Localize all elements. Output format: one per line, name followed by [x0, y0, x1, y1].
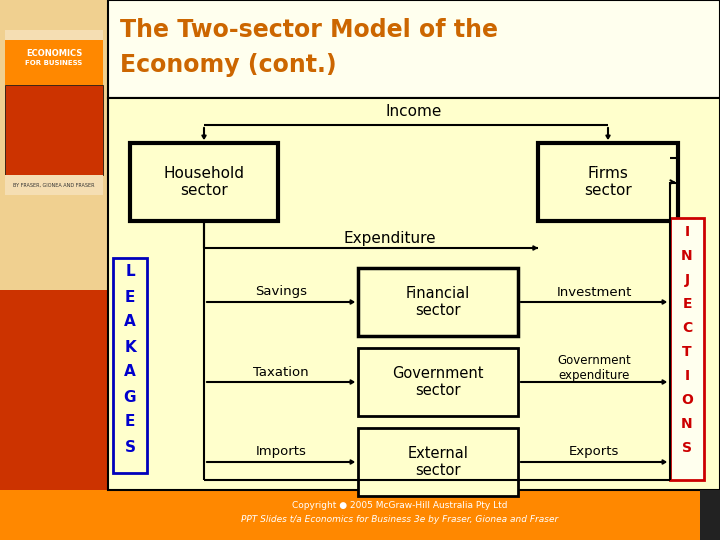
Text: Exports: Exports	[569, 446, 619, 458]
Text: K: K	[124, 340, 136, 354]
Text: Economy (cont.): Economy (cont.)	[120, 53, 337, 77]
Text: PPT Slides t/a Economics for Business 3e by Fraser, Gionea and Fraser: PPT Slides t/a Economics for Business 3e…	[241, 516, 559, 524]
Text: External
sector: External sector	[408, 446, 469, 478]
Bar	[538, 143, 678, 221]
Text: J: J	[685, 273, 690, 287]
Text: Copyright ● 2005 McGraw-Hill Australia Pty Ltd: Copyright ● 2005 McGraw-Hill Australia P…	[292, 501, 508, 510]
Text: G: G	[124, 389, 136, 404]
Text: I: I	[685, 225, 690, 239]
Text: BY FRASER, GIONEA AND FRASER: BY FRASER, GIONEA AND FRASER	[13, 183, 95, 187]
Text: Government
sector: Government sector	[392, 366, 484, 398]
Bar	[0, 0, 108, 290]
Text: Income: Income	[386, 105, 442, 119]
Text: N: N	[681, 417, 693, 431]
Text: T: T	[682, 345, 692, 359]
Bar	[108, 98, 720, 490]
Bar	[358, 268, 518, 336]
Text: Imports: Imports	[256, 446, 307, 458]
Text: E: E	[683, 297, 692, 311]
Bar	[130, 143, 278, 221]
Text: E: E	[125, 289, 135, 305]
Bar	[670, 218, 704, 480]
Bar	[5, 175, 103, 195]
Text: O: O	[681, 393, 693, 407]
Text: FOR BUSINESS: FOR BUSINESS	[25, 60, 83, 66]
Text: Savings: Savings	[255, 286, 307, 299]
Text: I: I	[685, 369, 690, 383]
Text: L: L	[125, 265, 135, 280]
Bar	[5, 85, 103, 175]
Bar	[108, 0, 720, 98]
Bar	[700, 490, 720, 540]
Text: Firms
sector: Firms sector	[584, 166, 632, 198]
Text: The Two-sector Model of the: The Two-sector Model of the	[120, 18, 498, 42]
Text: A: A	[124, 314, 136, 329]
Text: N: N	[681, 249, 693, 263]
Text: ECONOMICS: ECONOMICS	[26, 49, 82, 57]
Text: Expenditure: Expenditure	[343, 231, 436, 246]
Text: Financial
sector: Financial sector	[406, 286, 470, 318]
Text: E: E	[125, 415, 135, 429]
Bar	[0, 490, 720, 540]
Text: S: S	[682, 441, 692, 455]
Bar	[0, 290, 108, 540]
Text: A: A	[124, 364, 136, 380]
Text: Government
expenditure: Government expenditure	[557, 354, 631, 382]
Bar	[358, 428, 518, 496]
Bar	[5, 30, 103, 40]
Text: S: S	[125, 440, 135, 455]
Bar	[358, 348, 518, 416]
Text: Household
sector: Household sector	[163, 166, 245, 198]
Text: Taxation: Taxation	[253, 366, 309, 379]
Text: Investment: Investment	[557, 286, 631, 299]
Bar	[5, 40, 103, 85]
Bar	[113, 258, 147, 473]
Text: C: C	[682, 321, 692, 335]
